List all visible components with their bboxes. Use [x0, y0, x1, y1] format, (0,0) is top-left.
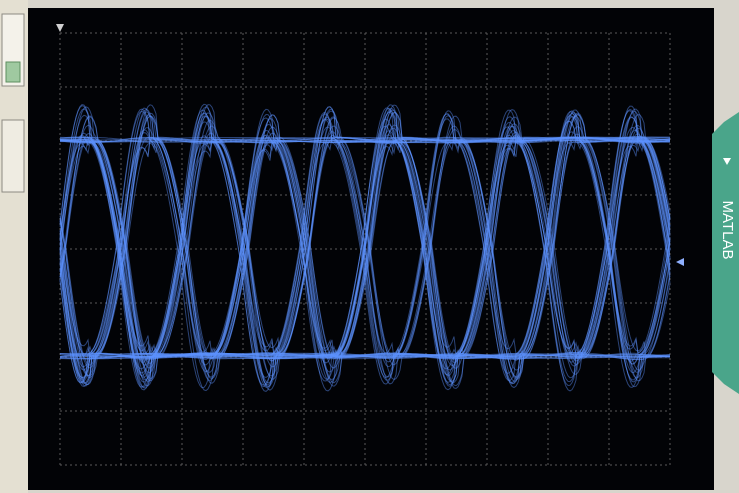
scope-window: MATLAB — [0, 0, 739, 493]
panel-slider[interactable] — [2, 120, 24, 192]
tab-label: MATLAB — [719, 201, 736, 260]
panel-indicator — [6, 62, 20, 82]
